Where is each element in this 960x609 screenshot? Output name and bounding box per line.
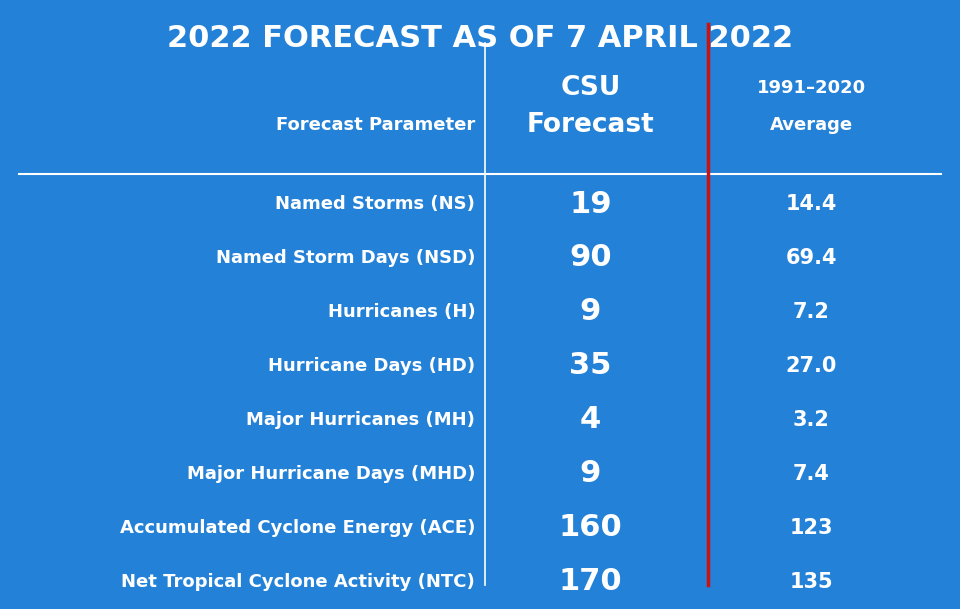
Text: Hurricanes (H): Hurricanes (H) xyxy=(327,303,475,321)
Text: 27.0: 27.0 xyxy=(785,356,837,376)
Text: 9: 9 xyxy=(580,297,601,326)
Text: 3.2: 3.2 xyxy=(793,410,829,430)
Text: 7.4: 7.4 xyxy=(793,463,829,484)
Text: 90: 90 xyxy=(569,244,612,272)
Text: 170: 170 xyxy=(559,567,622,596)
Text: Net Tropical Cyclone Activity (NTC): Net Tropical Cyclone Activity (NTC) xyxy=(122,572,475,591)
Text: CSU: CSU xyxy=(561,76,620,101)
Text: 14.4: 14.4 xyxy=(785,194,837,214)
Text: Forecast: Forecast xyxy=(526,112,655,138)
Text: Average: Average xyxy=(770,116,852,134)
Text: Hurricane Days (HD): Hurricane Days (HD) xyxy=(268,357,475,375)
Text: Named Storm Days (NSD): Named Storm Days (NSD) xyxy=(216,249,475,267)
Text: 35: 35 xyxy=(569,351,612,381)
Text: 123: 123 xyxy=(789,518,833,538)
Text: 7.2: 7.2 xyxy=(793,302,829,322)
Text: 2022 FORECAST AS OF 7 APRIL 2022: 2022 FORECAST AS OF 7 APRIL 2022 xyxy=(167,24,793,54)
Text: 19: 19 xyxy=(569,189,612,219)
Text: 1991–2020: 1991–2020 xyxy=(756,79,866,97)
Text: Named Storms (NS): Named Storms (NS) xyxy=(276,195,475,213)
Text: Major Hurricane Days (MHD): Major Hurricane Days (MHD) xyxy=(187,465,475,483)
Text: Major Hurricanes (MH): Major Hurricanes (MH) xyxy=(247,411,475,429)
Text: Accumulated Cyclone Energy (ACE): Accumulated Cyclone Energy (ACE) xyxy=(120,519,475,537)
Text: 135: 135 xyxy=(789,572,833,591)
Text: 69.4: 69.4 xyxy=(785,248,837,268)
Text: 4: 4 xyxy=(580,405,601,434)
Text: 160: 160 xyxy=(559,513,622,542)
Text: 9: 9 xyxy=(580,459,601,488)
Text: Forecast Parameter: Forecast Parameter xyxy=(276,116,475,134)
